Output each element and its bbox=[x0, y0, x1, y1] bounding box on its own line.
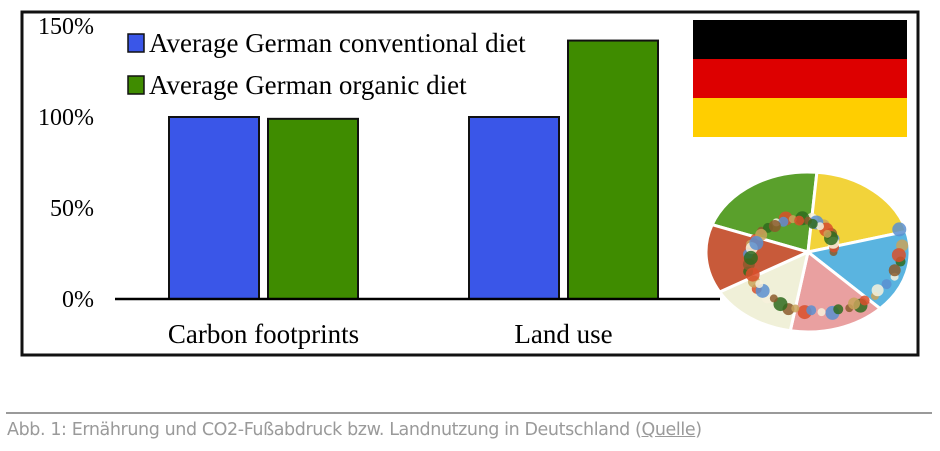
food-item bbox=[891, 248, 906, 263]
bar-conventional-0 bbox=[168, 116, 260, 300]
food-item bbox=[769, 294, 778, 303]
food-item bbox=[745, 267, 760, 282]
food-item bbox=[817, 308, 826, 317]
food-item bbox=[871, 284, 884, 297]
food-item bbox=[892, 222, 907, 237]
figure-caption: Abb. 1: Ernährung und CO2-Fußabdruck bzw… bbox=[7, 420, 702, 440]
food-item bbox=[806, 305, 817, 316]
legend-label: Average German conventional diet bbox=[149, 28, 526, 58]
food-item bbox=[815, 222, 824, 231]
flag-stripe bbox=[693, 59, 907, 98]
y-tick-label: 100% bbox=[38, 105, 94, 131]
legend-label: Average German organic diet bbox=[149, 70, 467, 100]
food-item bbox=[859, 295, 870, 306]
food-item bbox=[794, 215, 805, 226]
food-item bbox=[881, 279, 892, 290]
bar-conventional-1 bbox=[468, 116, 560, 300]
food-item bbox=[807, 218, 818, 229]
y-tick-label: 150% bbox=[38, 14, 94, 40]
caption-text: Abb. 1: Ernährung und CO2-Fußabdruck bzw… bbox=[7, 420, 642, 440]
bar-chart: 0%50%100%150% Carbon footprints Land use … bbox=[20, 10, 920, 357]
food-item bbox=[743, 250, 758, 265]
flag-stripe bbox=[693, 98, 907, 137]
y-tick-label: 0% bbox=[62, 287, 94, 313]
food-item bbox=[791, 304, 800, 313]
flag-stripe bbox=[693, 20, 907, 59]
x-tick-label: Carbon footprints bbox=[168, 319, 359, 349]
x-tick-label: Land use bbox=[514, 319, 612, 349]
food-item bbox=[755, 280, 764, 289]
source-link[interactable]: Quelle bbox=[641, 420, 696, 440]
y-tick-label: 50% bbox=[50, 196, 94, 222]
legend-swatch bbox=[127, 33, 145, 53]
food-pyramid-plate-icon bbox=[704, 170, 912, 334]
food-item bbox=[823, 229, 832, 238]
food-item bbox=[768, 219, 781, 232]
food-item bbox=[778, 216, 789, 227]
bar-organic-0 bbox=[267, 117, 359, 300]
caption-divider bbox=[6, 412, 932, 414]
food-item bbox=[833, 304, 844, 315]
food-item bbox=[848, 297, 861, 310]
caption-close: ) bbox=[695, 420, 702, 440]
food-item bbox=[749, 236, 764, 251]
bar-organic-1 bbox=[567, 39, 659, 301]
germany-flag bbox=[693, 20, 907, 137]
legend-swatch bbox=[127, 75, 145, 95]
food-item bbox=[888, 264, 901, 277]
